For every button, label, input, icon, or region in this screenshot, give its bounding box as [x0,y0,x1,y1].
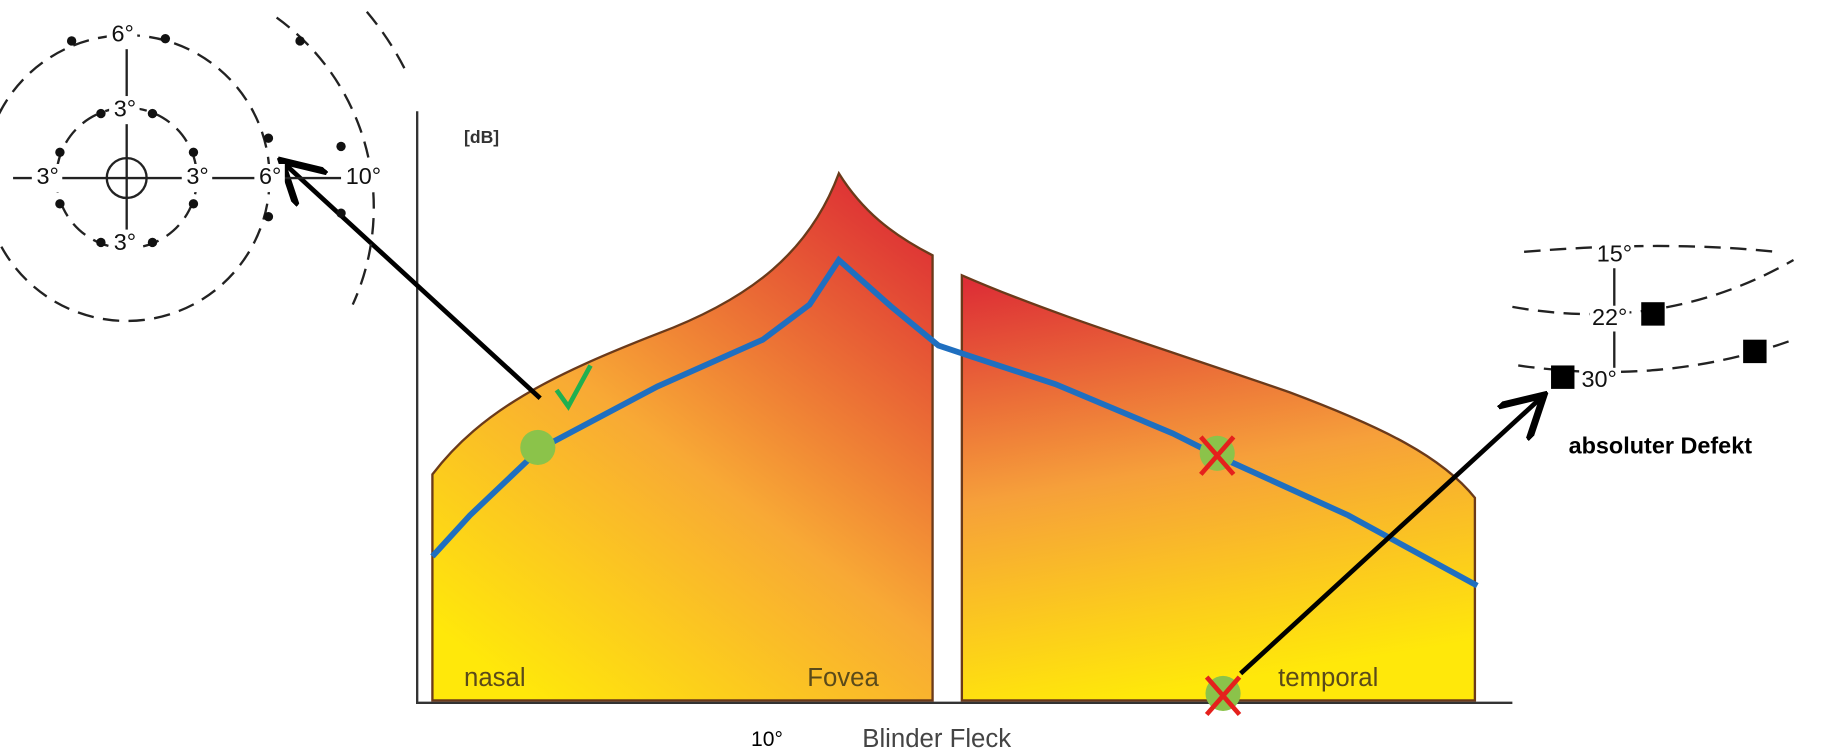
grid-label: 10° [346,163,381,189]
region-label: Fovea [807,664,879,692]
annotation: absoluter Defekt [1569,433,1753,459]
page: [dB] nasal Fovea temporal 10° Blinder Fl… [0,0,1830,752]
grid-label: 3° [114,229,136,255]
right-polar-grid [1512,246,1793,389]
grid-label: 3° [114,95,136,121]
arrow [285,164,540,398]
grid-label: 3° [186,163,208,189]
grid-label: 6° [111,20,133,46]
region-label: temporal [1278,664,1378,692]
grid-label: 30° [1581,366,1616,392]
x-label: 10° [751,728,783,751]
diagram: [dB] nasal Fovea temporal 10° Blinder Fl… [0,0,1830,752]
grid-label: 22° [1592,304,1627,330]
region-label: nasal [464,664,526,692]
grid-label: 6° [259,163,281,189]
grid-label: 15° [1597,241,1632,267]
sensitivity-hill-left [432,173,932,700]
grid-label: 3° [36,163,58,189]
axis-label: [dB] [464,127,499,147]
x-label: Blinder Fleck [862,725,1011,752]
ok-point [520,430,555,465]
sensitivity-hill-right [962,275,1475,700]
